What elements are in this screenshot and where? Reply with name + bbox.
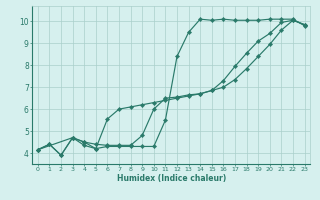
X-axis label: Humidex (Indice chaleur): Humidex (Indice chaleur) (116, 174, 226, 183)
